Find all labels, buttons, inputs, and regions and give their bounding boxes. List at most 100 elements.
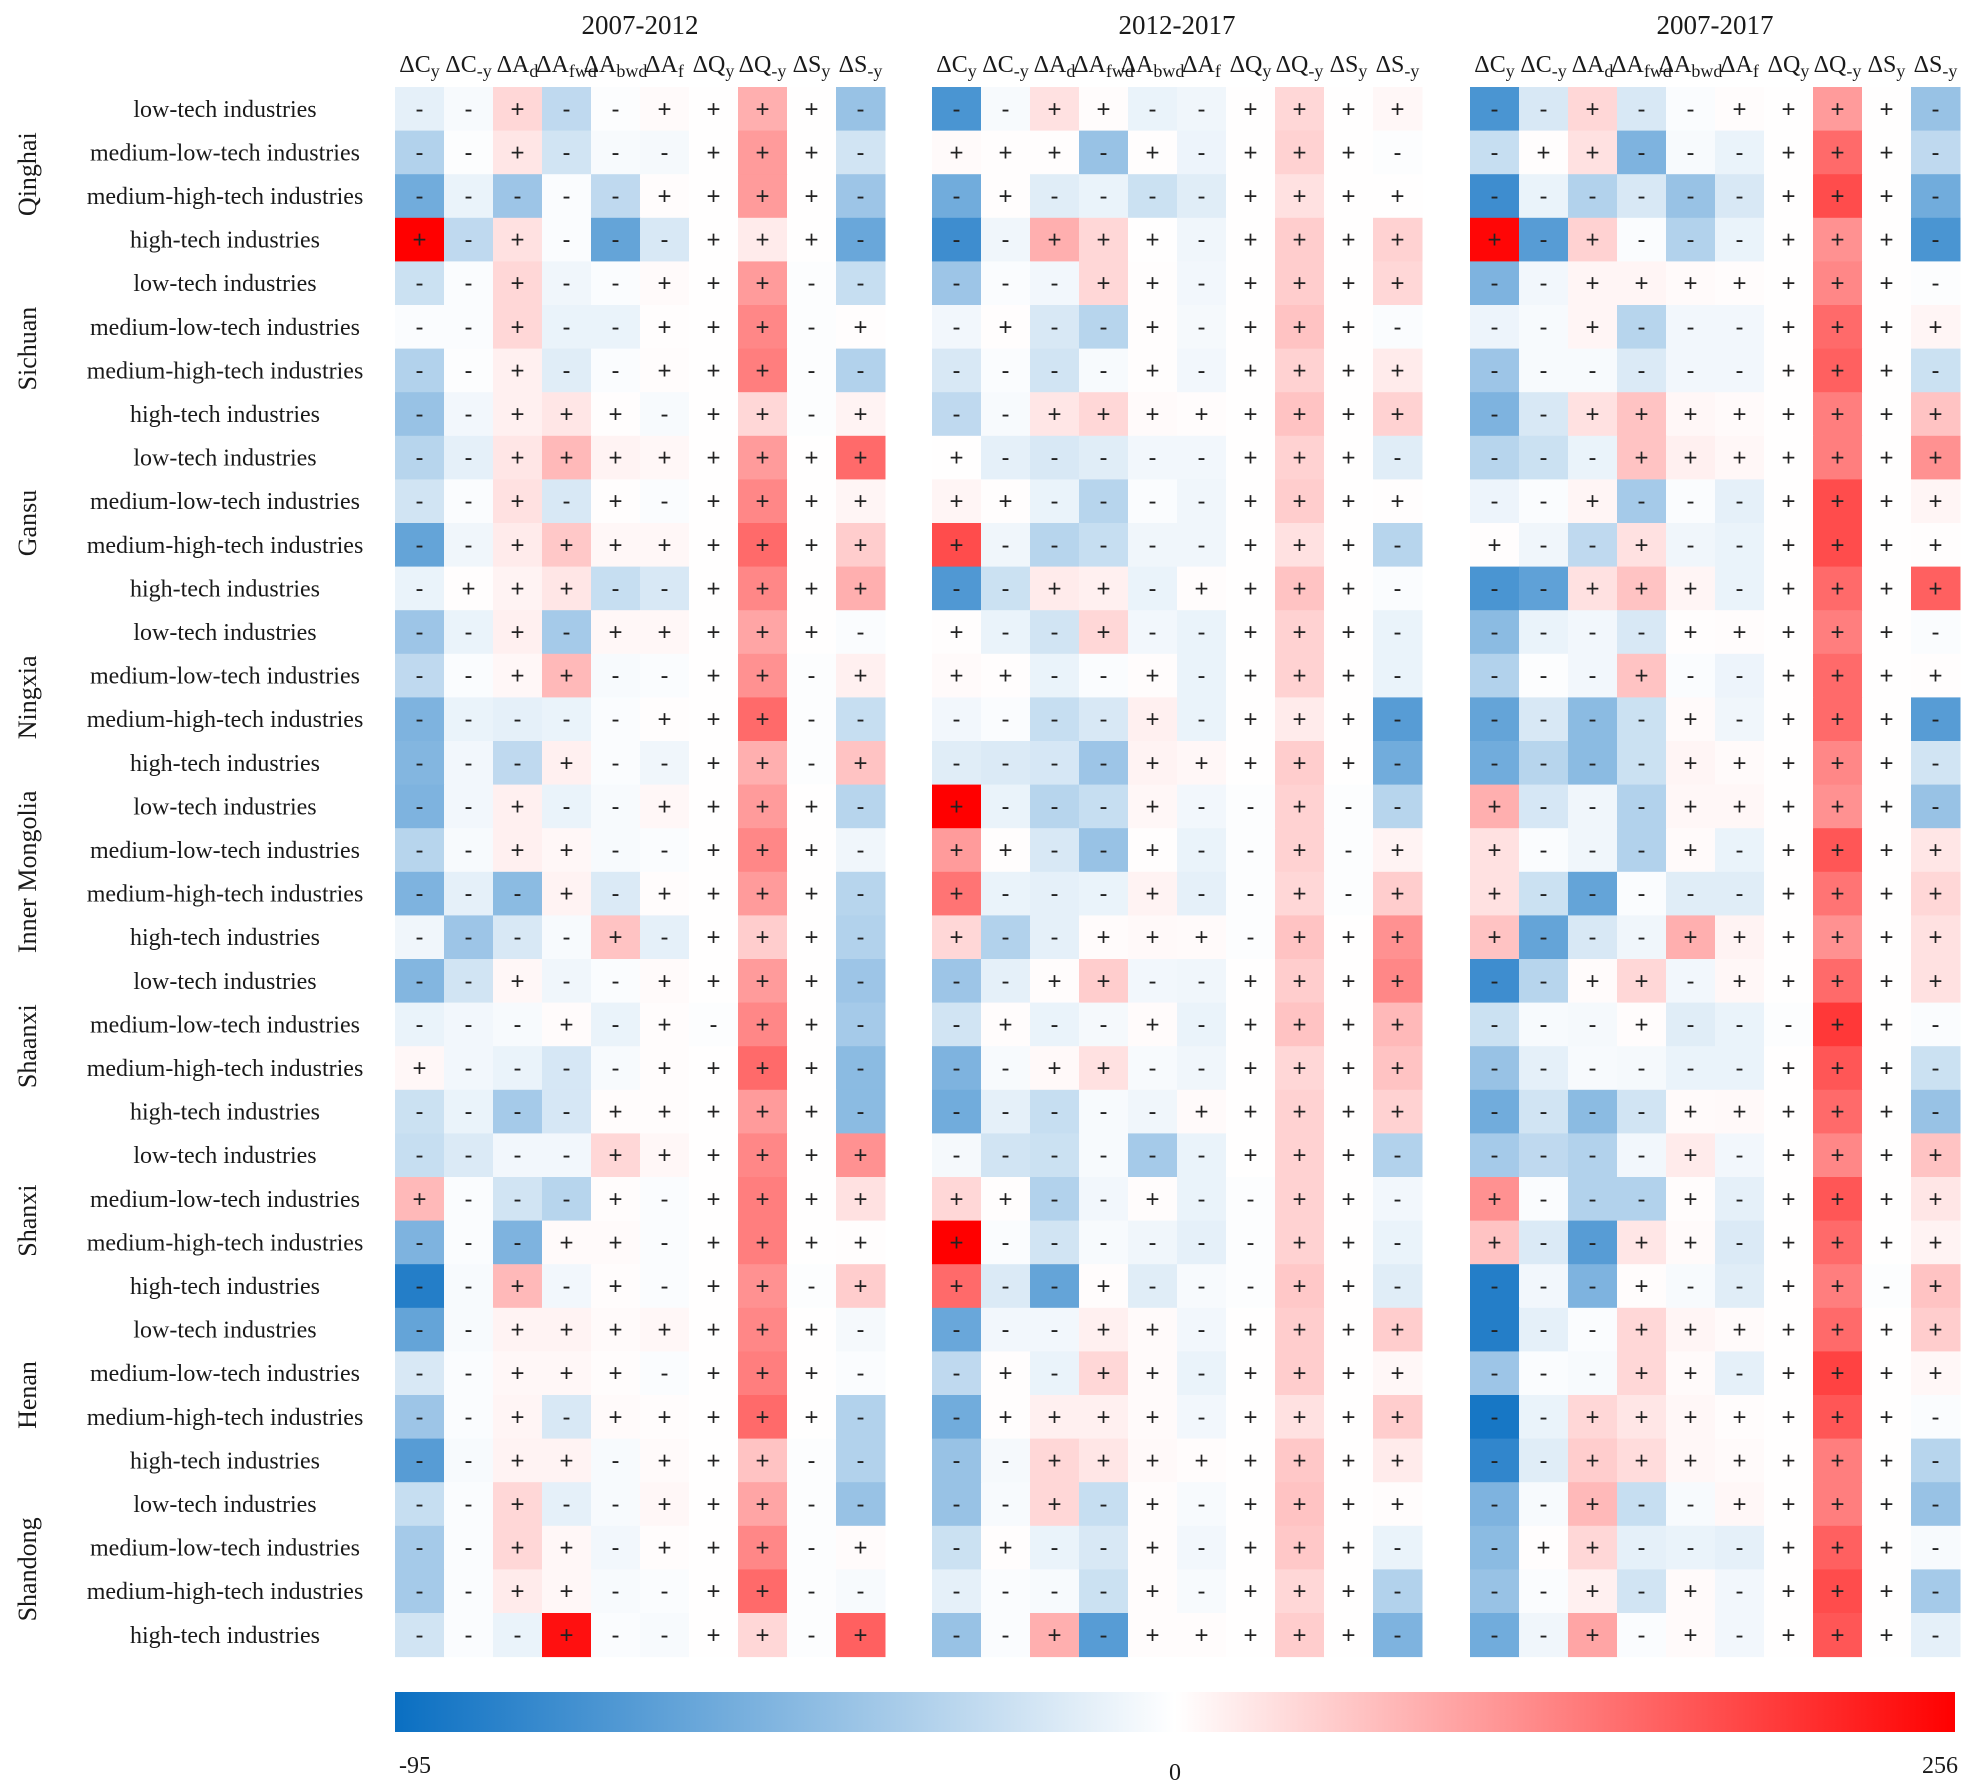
heatmap-cell [1177, 217, 1227, 262]
cell-sign-label: + [559, 1229, 573, 1256]
row-label: medium-high-tech industries [87, 1405, 364, 1431]
cell-sign-label: + [1830, 1491, 1844, 1518]
heatmap-cell [738, 87, 788, 132]
heatmap-cell [1128, 784, 1178, 829]
cell-sign-label: - [1198, 1142, 1206, 1169]
heatmap-cell [1030, 784, 1080, 829]
heatmap-cell [1373, 1264, 1423, 1309]
heatmap-cell [1128, 1525, 1178, 1570]
cell-sign-label: + [1341, 924, 1355, 951]
cell-sign-label: + [1341, 706, 1355, 733]
heatmap-cell [1079, 1351, 1129, 1396]
heatmap-cell [1666, 915, 1716, 960]
heatmap-cell [689, 348, 739, 393]
heatmap-cell [981, 1177, 1031, 1222]
cell-sign-label: + [1634, 1273, 1648, 1300]
cell-sign-label: + [1145, 314, 1159, 341]
heatmap-cell [1519, 348, 1569, 393]
heatmap-cell [444, 1264, 494, 1309]
heatmap-cell [1666, 1264, 1716, 1309]
cell-sign-label: - [1100, 183, 1108, 210]
cell-sign-label: - [1589, 706, 1597, 733]
cell-sign-label: + [755, 1229, 769, 1256]
heatmap-cell [1813, 87, 1863, 132]
row-label: medium-high-tech industries [87, 1056, 364, 1082]
row-label: medium-high-tech industries [87, 1230, 364, 1256]
heatmap-cell [932, 697, 982, 742]
cell-sign-label: - [465, 357, 473, 384]
heatmap-cell [1617, 784, 1667, 829]
cell-sign-label: + [1683, 401, 1697, 428]
heatmap-cell [591, 653, 641, 698]
heatmap-cell [932, 959, 982, 1004]
cell-sign-label: + [1879, 793, 1893, 820]
row-label: high-tech industries [130, 751, 320, 777]
province-label: Shandong [13, 1517, 42, 1621]
heatmap-cell [1226, 392, 1276, 437]
heatmap-cell [836, 1351, 886, 1396]
cell-sign-label: - [1932, 1404, 1940, 1431]
heatmap-cell [1568, 174, 1618, 219]
heatmap-cell [1862, 1307, 1912, 1352]
heatmap-cell [836, 1395, 886, 1440]
heatmap-cell [395, 784, 445, 829]
cell-sign-label: + [1390, 881, 1404, 908]
cell-sign-label: - [1051, 750, 1059, 777]
heatmap-cell [1128, 1220, 1178, 1265]
heatmap-cell [444, 435, 494, 480]
heatmap-cell [689, 479, 739, 524]
cell-sign-label: - [514, 706, 522, 733]
heatmap-cell [787, 1264, 837, 1309]
heatmap-cell [689, 1133, 739, 1178]
heatmap-cell [738, 784, 788, 829]
cell-sign-label: + [559, 532, 573, 559]
cell-sign-label: + [608, 488, 622, 515]
heatmap-cell [689, 1307, 739, 1352]
heatmap-cell [1177, 174, 1227, 219]
heatmap-cell [787, 1438, 837, 1483]
heatmap-cell [787, 217, 837, 262]
heatmap-cell [738, 392, 788, 437]
heatmap-cell [542, 217, 592, 262]
heatmap-cell [1470, 1002, 1520, 1047]
cell-sign-label: + [1781, 1142, 1795, 1169]
cell-sign-label: - [1198, 139, 1206, 166]
heatmap-cell [1275, 1438, 1325, 1483]
cell-sign-label: + [1145, 401, 1159, 428]
cell-sign-label: - [661, 924, 669, 951]
cell-sign-label: + [1292, 139, 1306, 166]
heatmap-cell [1275, 1569, 1325, 1614]
cell-sign-label: + [1096, 401, 1110, 428]
heatmap-cell [1617, 566, 1667, 611]
heatmap-cell [787, 261, 837, 306]
cell-sign-label: - [1638, 1535, 1646, 1562]
cell-sign-label: + [1830, 1578, 1844, 1605]
cell-sign-label: + [949, 488, 963, 515]
cell-sign-label: - [1002, 881, 1010, 908]
cell-sign-label: + [804, 96, 818, 123]
heatmap-cell [1666, 1438, 1716, 1483]
column-header: ΔS-y [1376, 52, 1420, 81]
heatmap-cell [1911, 1569, 1961, 1614]
cell-sign-label: - [1491, 1055, 1499, 1082]
cell-sign-label: - [1247, 1273, 1255, 1300]
cell-sign-label: - [612, 793, 620, 820]
heatmap-cell [1666, 523, 1716, 568]
cell-sign-label: - [1149, 96, 1157, 123]
column-header: ΔAfwd [1611, 52, 1672, 81]
heatmap-cell [1813, 1351, 1863, 1396]
cell-sign-label: - [612, 1622, 620, 1649]
heatmap-cell [932, 1002, 982, 1047]
cell-sign-label: + [608, 1273, 622, 1300]
heatmap-cell [1568, 87, 1618, 132]
heatmap-cell [1813, 523, 1863, 568]
cell-sign-label: - [953, 1055, 961, 1082]
cell-sign-label: + [1879, 488, 1893, 515]
heatmap-cell [1373, 784, 1423, 829]
cell-sign-label: - [465, 837, 473, 864]
cell-sign-label: + [1879, 1229, 1893, 1256]
cell-sign-label: - [1100, 1099, 1108, 1126]
cell-sign-label: - [1540, 183, 1548, 210]
heatmap-cell [1813, 915, 1863, 960]
cell-sign-label: - [465, 1447, 473, 1474]
